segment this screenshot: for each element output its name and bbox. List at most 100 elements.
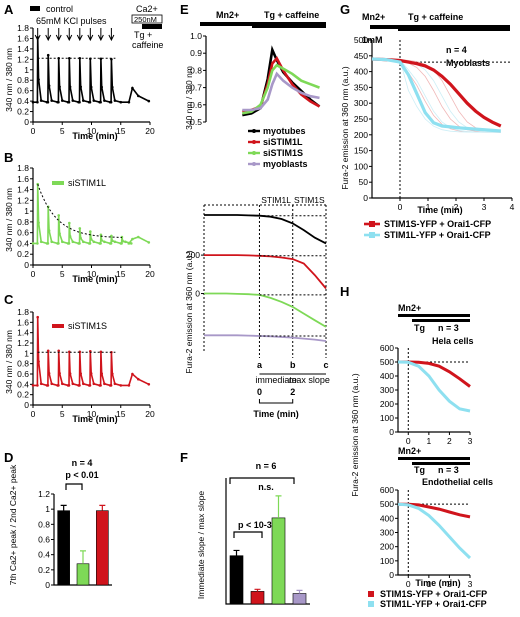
bar [250, 591, 265, 605]
ytick-label: 0 [24, 117, 29, 127]
trace-point [82, 240, 85, 244]
xlabel-h: Time (min) [415, 578, 460, 588]
trace-point [57, 242, 60, 245]
significance-bracket-d [65, 483, 83, 490]
trace-point [79, 372, 82, 375]
stim-mn-g: Mn2+ [362, 12, 385, 22]
trace-point [99, 233, 103, 237]
trace-point [71, 99, 75, 102]
trace-point [78, 57, 82, 60]
legend-label: STIM1S-YFP + Orai1-CFP [384, 219, 491, 229]
stim-tg-e: Tg + caffeine [264, 10, 319, 20]
tg-bar-h2 [412, 462, 470, 465]
ytick-label: 0.7 [190, 83, 202, 93]
trace-point [82, 99, 85, 102]
trace-point [67, 242, 71, 245]
mn-bar-h2 [398, 457, 470, 460]
panel-b: siSTIM1L 340 nm / 380 nm 00.20.40.60.811… [4, 163, 155, 284]
legend-marker [369, 221, 375, 227]
error-bar [233, 549, 240, 556]
chart-a: 00.20.40.60.811.21.41.61.8 0 5 10 15 20 [17, 23, 155, 136]
xtick-label: 0 [257, 387, 262, 397]
trace-point [103, 240, 106, 244]
ytick-label: 0.2 [38, 565, 50, 575]
trace-point [61, 382, 64, 386]
ytick-label: 0.8 [17, 359, 29, 369]
n-label-h2: n = 3 [438, 465, 459, 475]
xtick-label: 5 [60, 126, 65, 136]
trace-point [78, 384, 81, 387]
trace-point [36, 36, 39, 39]
trace-point [36, 315, 39, 319]
pulse-arrow [55, 28, 62, 42]
xtick-label: 1 [426, 202, 431, 212]
xtick-label: 0 [31, 269, 36, 279]
ytick-label: 0.4 [17, 379, 29, 389]
trace-point [99, 242, 102, 245]
p-bracket-f [233, 531, 263, 538]
xlabel-c: Time (min) [72, 414, 117, 424]
tg-bar-h1 [412, 319, 470, 322]
xtick-label: 20 [145, 409, 155, 419]
ytick-label: 1.6 [17, 174, 29, 184]
trace-point [47, 229, 51, 232]
mn-bar-e [200, 22, 252, 26]
xlabel-b: Time (min) [72, 274, 117, 284]
trace-point [88, 242, 92, 245]
series-line [204, 214, 327, 245]
ytick-label: 500 [380, 499, 394, 509]
pulse-arrow [97, 28, 104, 42]
xtick-label: 0 [31, 409, 36, 419]
trace-point [130, 242, 133, 245]
panel-letter-f: F [180, 450, 188, 465]
ytick-label: 1.4 [17, 44, 29, 54]
chart-c: 00.20.40.60.811.21.41.61.8 0 5 10 15 20 [17, 307, 155, 419]
trace-point [100, 372, 103, 375]
error-bar [80, 550, 86, 564]
trace-point [50, 240, 53, 244]
stim-mn-e: Mn2+ [216, 10, 239, 20]
ytick-label: 0.4 [17, 238, 29, 248]
segment-label: STIM1L [261, 195, 291, 205]
error-bar [275, 495, 282, 518]
trace-point [111, 85, 114, 89]
trace-point [31, 384, 35, 387]
tg-bar-e [252, 22, 326, 28]
legend-marker [252, 140, 256, 144]
legend-marker-control [30, 6, 40, 11]
xtick-label: 10 [87, 409, 97, 419]
trace-point [46, 384, 50, 387]
trace-point [46, 242, 50, 245]
trace-point [68, 221, 71, 225]
xtick-label: 10 [87, 269, 97, 279]
xtick-label: 15 [116, 409, 126, 419]
trace-point [89, 85, 93, 89]
trace-point [79, 85, 82, 89]
xtick-label: 2 [454, 202, 459, 212]
trace-point [113, 99, 117, 102]
trace-point [113, 382, 117, 386]
legend-label: STIM1L-YFP + Orai1-CFP [384, 230, 491, 240]
pulse-arrow [76, 28, 83, 42]
panel-letter-b: B [4, 150, 13, 165]
ytick-label: 400 [380, 371, 394, 381]
xtick-label: 3 [468, 579, 473, 589]
xtick-label: 20 [145, 126, 155, 136]
ytick-label: 1.0 [190, 31, 202, 41]
xtick-label: 1 [426, 579, 431, 589]
ytick-label: 1.2 [17, 338, 29, 348]
pulse-arrow [108, 28, 115, 42]
trace-point [131, 237, 134, 241]
inset-ca-label: Ca2+ [136, 4, 158, 14]
panel-e: Mn2+ Tg + caffeine 340 nm / 380 nm 0.50.… [184, 10, 330, 419]
ytick-label: 1.2 [17, 195, 29, 205]
trace-point [46, 100, 50, 104]
xtick-label: 3 [468, 436, 473, 446]
ytick-label: 300 [380, 528, 394, 538]
bar [76, 563, 90, 586]
n-label-d: n = 4 [72, 458, 93, 468]
xtick-label: 1 [426, 436, 431, 446]
trace-point [137, 94, 140, 98]
ytick-label: 200 [186, 250, 200, 260]
